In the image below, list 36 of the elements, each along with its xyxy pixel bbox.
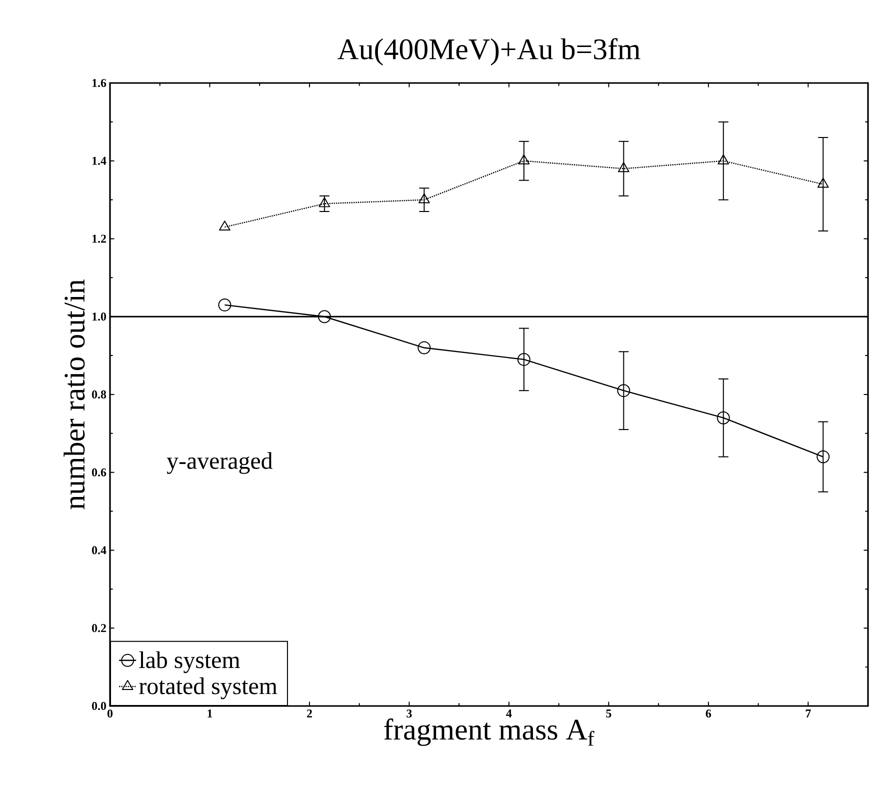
point (817, 178, 829, 188)
point (618, 162, 630, 172)
legend-label: rotated system (139, 677, 278, 700)
x-tick-label: 5 (606, 710, 612, 718)
chart-title: Au(400MeV)+Au b=3fm (338, 38, 640, 66)
point (617, 384, 630, 398)
point (816, 450, 830, 464)
point (218, 298, 232, 312)
point (418, 193, 430, 204)
point (716, 411, 730, 424)
y-tick-label: 1.0 (92, 312, 106, 321)
x-tick-label: 4 (506, 710, 512, 718)
x-tick-label: 2 (306, 710, 312, 718)
y-tick-label: 0.0 (92, 702, 106, 710)
point (517, 352, 530, 366)
x-tick-label: 3 (406, 710, 412, 718)
x-tick-label: 6 (706, 710, 712, 718)
point (219, 220, 230, 231)
y-axis-title: number ratio out/in (64, 280, 85, 510)
y-tick-label: 0.4 (92, 546, 106, 554)
y-tick-label: 0.8 (92, 390, 106, 399)
y-tick-label: 1.6 (92, 78, 106, 88)
point (318, 310, 331, 324)
y-tick-label: 0.2 (92, 624, 106, 632)
x-tick-label: 0 (107, 710, 113, 718)
y-tick-label: 0.6 (92, 468, 106, 476)
legend-label: lab system (139, 651, 240, 674)
annotation: y-averaged (166, 452, 272, 474)
point (718, 154, 730, 164)
x-tick-label: 1 (208, 710, 212, 718)
point (518, 154, 530, 164)
y-tick-label: 1.4 (92, 156, 106, 165)
x-tick-label: 7 (806, 710, 811, 718)
point (418, 341, 431, 354)
x-axis-title: fragment mass A$_{f}$ (384, 718, 594, 746)
y-tick-label: 1.2 (92, 234, 106, 243)
